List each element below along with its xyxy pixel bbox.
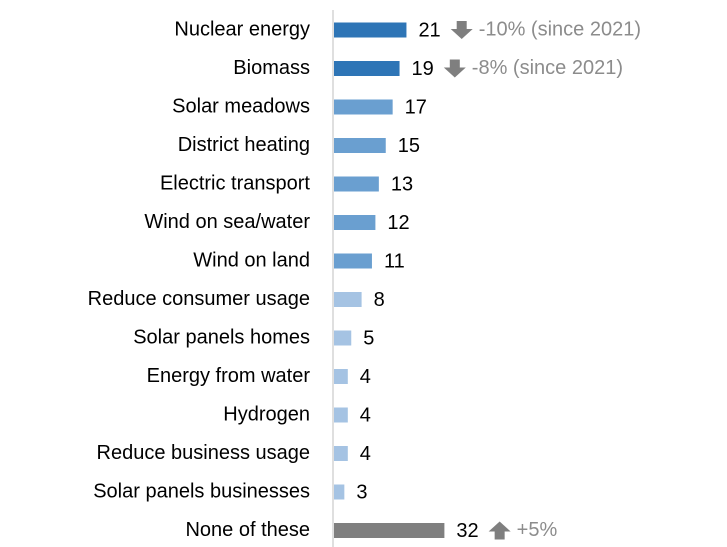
value-label: 8: [374, 289, 385, 311]
bar: [334, 330, 352, 346]
bar: [334, 446, 348, 461]
bar: [334, 407, 348, 423]
annotation: -10% (since 2021): [479, 18, 641, 40]
category-label: Solar panels businesses: [93, 480, 310, 502]
value-label: 32: [456, 520, 478, 542]
category-label: Wind on sea/water: [144, 211, 310, 233]
value-label: 5: [363, 327, 374, 349]
bar: [334, 253, 372, 269]
annotation: -8% (since 2021): [472, 57, 623, 79]
bar: [334, 99, 393, 115]
annotation: +5%: [517, 519, 558, 541]
bar: [334, 22, 407, 38]
bar: [334, 523, 445, 538]
category-label: District heating: [178, 134, 310, 156]
category-label: Nuclear energy: [174, 18, 310, 40]
value-label: 4: [360, 443, 371, 465]
category-label: Electric transport: [160, 172, 310, 194]
category-label: Solar panels homes: [133, 326, 310, 348]
trend-arrow: [450, 21, 473, 39]
value-label: 11: [384, 250, 405, 272]
bar: [334, 292, 362, 307]
value-label: 15: [398, 135, 420, 157]
category-label: Wind on land: [193, 249, 310, 271]
bar: [334, 176, 379, 192]
bar: [334, 369, 348, 384]
value-label: 17: [405, 96, 427, 118]
value-label: 3: [356, 481, 367, 503]
value-label: 12: [387, 212, 409, 234]
category-label: Reduce consumer usage: [88, 288, 310, 310]
category-label: Solar meadows: [172, 95, 310, 117]
bar: [334, 215, 376, 230]
bar: [334, 61, 400, 76]
trend-arrow: [488, 521, 511, 540]
category-label: Biomass: [233, 57, 310, 79]
value-label: 21: [418, 19, 440, 41]
value-label: 4: [360, 366, 371, 388]
trend-arrow: [443, 59, 466, 78]
bar: [334, 138, 386, 153]
category-label: Hydrogen: [223, 403, 310, 425]
category-label: None of these: [185, 519, 310, 541]
value-label: 4: [360, 404, 371, 426]
category-label: Energy from water: [147, 365, 311, 387]
value-label: 19: [412, 58, 434, 80]
bar: [334, 484, 345, 500]
category-label: Reduce business usage: [97, 442, 310, 464]
value-label: 13: [391, 173, 413, 195]
